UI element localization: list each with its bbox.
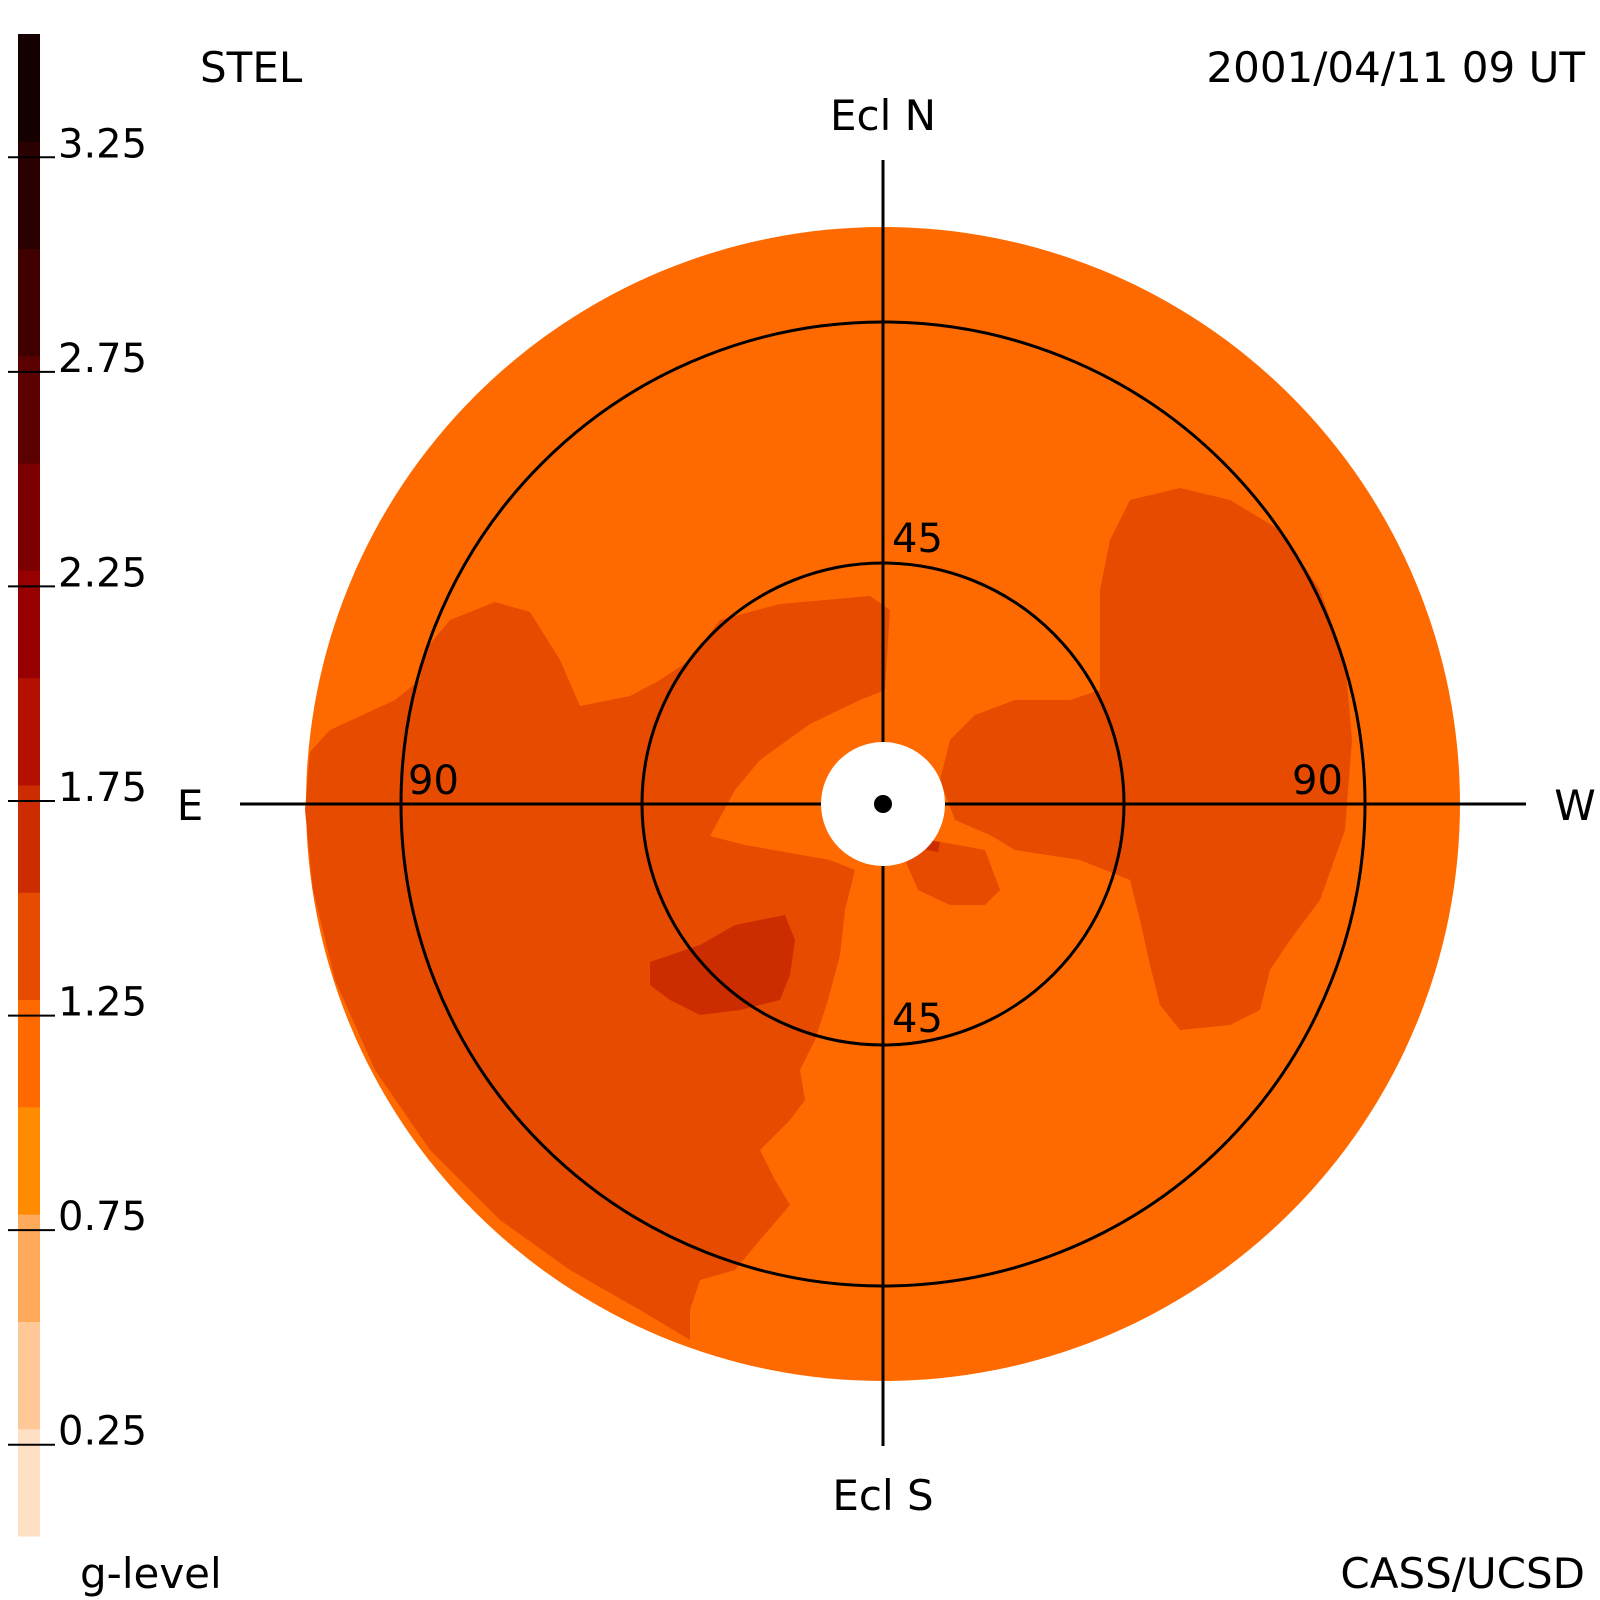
colorbar-segment <box>18 248 40 357</box>
colorbar <box>18 34 40 1537</box>
colorbar-segment <box>18 1106 40 1215</box>
southeast-peak-region <box>650 915 795 1015</box>
colorbar-segment <box>18 1214 40 1322</box>
colorbar-segment <box>18 34 40 142</box>
colorbar-tick-label: 0.75 <box>58 1194 147 1240</box>
ring-label-90-left: 90 <box>408 758 459 804</box>
colorbar-segment <box>18 785 40 893</box>
colorbar-tick-label: 3.25 <box>58 121 147 167</box>
colorbar-tick-label: 2.75 <box>58 336 147 382</box>
south-label: Ecl S <box>832 1471 933 1520</box>
colorbar-ticks: 0.25 0.75 1.25 1.75 2.25 2.75 3.25 <box>8 121 147 1455</box>
north-label: Ecl N <box>830 91 936 140</box>
west-enhancement-region <box>940 488 1352 1030</box>
west-label: W <box>1554 781 1596 830</box>
sun-center-dot <box>874 795 892 813</box>
colorbar-segment <box>18 1321 40 1430</box>
ring-label-45-bottom: 45 <box>892 996 943 1042</box>
colorbar-segment <box>18 1428 40 1537</box>
colorbar-segment <box>18 570 40 679</box>
colorbar-segment <box>18 999 40 1108</box>
east-enhancement-region <box>305 596 890 1340</box>
colorbar-tick-label: 2.25 <box>58 550 147 596</box>
colorbar-segment <box>18 355 40 464</box>
colorbar-segment <box>18 677 40 786</box>
colorbar-segment <box>18 463 40 571</box>
ring-label-90-right: 90 <box>1292 758 1343 804</box>
colorbar-tick-label: 1.75 <box>58 765 147 811</box>
colorbar-tick-label: 0.25 <box>58 1409 147 1455</box>
ring-label-45-top: 45 <box>892 516 943 562</box>
east-label: E <box>177 781 204 830</box>
timestamp-label: 2001/04/11 09 UT <box>1206 43 1585 92</box>
colorbar-segment <box>18 892 40 1001</box>
colorbar-segment <box>18 141 40 250</box>
credit-label: CASS/UCSD <box>1340 1549 1585 1598</box>
colorbar-label: g-level <box>80 1549 222 1598</box>
colorbar-tick-label: 1.25 <box>58 980 147 1026</box>
instrument-label: STEL <box>200 43 303 92</box>
